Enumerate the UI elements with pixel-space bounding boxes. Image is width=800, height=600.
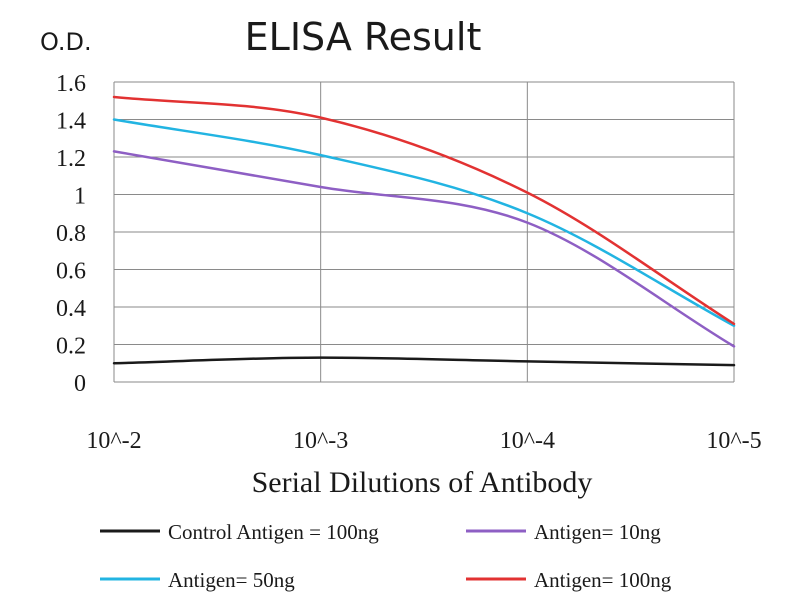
series-layer [112, 95, 736, 367]
y-tick-label: 0.2 [56, 334, 86, 360]
legend-label: Antigen= 100ng [534, 568, 672, 592]
x-tick-label: 10^-2 [86, 428, 141, 454]
y-tick-label: 0 [74, 371, 86, 397]
chart-title: ELISA Result [245, 15, 482, 59]
x-axis-label: Serial Dilutions of Antibody [252, 466, 593, 499]
y-tick-label: 1.2 [56, 146, 86, 172]
y-tick-label: 0.8 [56, 221, 86, 247]
y-axis-label: O.D. [40, 28, 92, 56]
x-tick-label: 10^-3 [293, 428, 348, 454]
y-tick-labels: 0 0.2 0.4 0.6 0.8 1 1.2 1.4 1.6 [56, 71, 86, 397]
y-tick-label: 1.4 [56, 109, 86, 135]
legend-label: Antigen= 10ng [534, 520, 661, 544]
x-tick-label: 10^-5 [706, 428, 761, 454]
grid [113, 81, 735, 383]
series-line-4 [112, 95, 736, 326]
y-tick-label: 1.6 [56, 71, 86, 97]
series-line-2 [112, 150, 736, 348]
x-tick-label: 10^-4 [500, 428, 555, 454]
y-tick-label: 1 [74, 184, 86, 210]
series-line-1 [112, 356, 736, 367]
y-tick-label: 0.6 [56, 259, 86, 285]
y-tick-label: 0.4 [56, 296, 86, 322]
legend: Control Antigen = 100ng Antigen= 10ng Anti… [100, 520, 672, 592]
legend-label: Antigen= 50ng [168, 568, 295, 592]
x-tick-labels: 10^-2 10^-3 10^-4 10^-5 [86, 428, 761, 454]
series-line-3 [112, 118, 736, 327]
legend-label: Control Antigen = 100ng [168, 520, 379, 544]
